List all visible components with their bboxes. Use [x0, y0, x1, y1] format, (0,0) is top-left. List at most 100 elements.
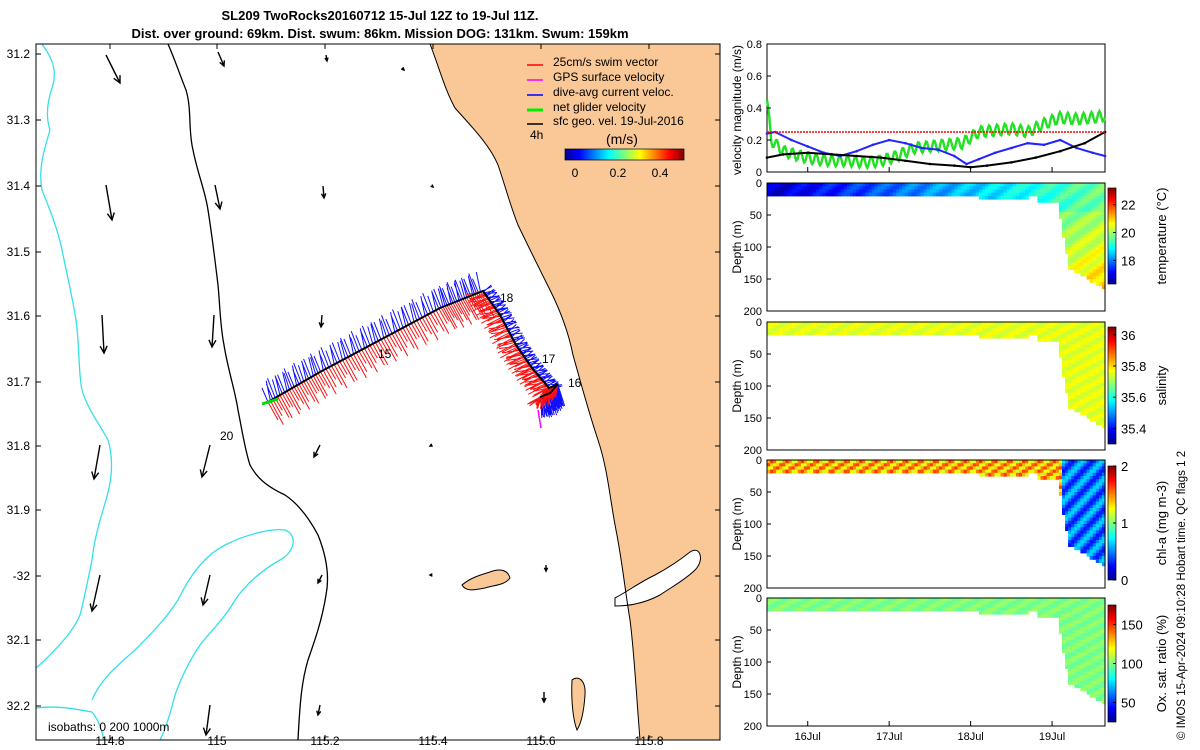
heatmap-cell [1071, 524, 1075, 528]
heatmap-cell [874, 466, 879, 471]
heatmap-cell [1043, 199, 1048, 203]
series-sfc-geo-vel [766, 131, 1106, 169]
heatmap-cell [1068, 395, 1072, 400]
heatmap-cell [791, 604, 796, 609]
heatmap-cell [1077, 610, 1081, 615]
heatmap-cell [877, 192, 882, 197]
heatmap-cell [1098, 347, 1103, 352]
heatmap-cell [1068, 224, 1072, 229]
heatmap-cell [1098, 623, 1103, 628]
heatmap-cell [1101, 234, 1106, 238]
heatmap-cell [1095, 221, 1100, 226]
heatmap-cell [1086, 482, 1091, 487]
heatmap-cell [1095, 215, 1100, 219]
heatmap-cell [957, 183, 962, 187]
heatmap-cell [966, 601, 971, 605]
heatmap-cell [865, 466, 869, 471]
heatmap-cell [1071, 508, 1075, 512]
heatmap-cell [1089, 620, 1094, 625]
heatmap-cell [951, 325, 956, 329]
heatmap-cell [1101, 674, 1106, 679]
heatmap-cell [767, 460, 771, 464]
heatmap-cell [1086, 655, 1091, 660]
heatmap-cell [1092, 626, 1097, 631]
heatmap-cell [767, 598, 771, 602]
heatmap-cell [831, 469, 836, 474]
heatmap-cell [1080, 617, 1085, 621]
heatmap-cell [1080, 221, 1085, 226]
heatmap-cell [936, 186, 940, 190]
colorbar-label: chl-a (mg m-3) [1154, 481, 1169, 566]
heatmap-cell [1086, 376, 1091, 381]
heatmap-cell [1028, 325, 1032, 329]
heatmap-cell [1101, 325, 1106, 329]
heatmap-cell [1089, 382, 1094, 387]
heatmap-cell [945, 322, 949, 326]
heatmap-cell [1022, 466, 1026, 471]
heatmap-cell [991, 601, 995, 605]
heatmap-cell [1077, 398, 1081, 403]
heatmap-cell [1012, 325, 1017, 329]
heatmap-cell [1101, 189, 1106, 194]
heatmap-cell [1074, 598, 1078, 602]
heatmap-cell [1095, 649, 1100, 653]
heatmap-cell [1086, 370, 1091, 374]
heatmap-cell [893, 325, 897, 329]
heatmap-cell [859, 607, 863, 612]
heatmap-cell [1058, 322, 1063, 326]
heatmap-cell [1077, 504, 1081, 509]
heatmap-cell [1089, 514, 1094, 519]
heatmap-cell [1089, 639, 1094, 644]
series-point [806, 145, 810, 148]
heatmap-cell [1062, 649, 1066, 653]
heatmap-cell [874, 186, 879, 190]
heatmap-cell [966, 469, 971, 474]
heatmap-cell [1092, 517, 1097, 522]
heatmap-cell [1074, 530, 1078, 535]
heatmap-cell [1077, 630, 1081, 634]
heatmap-cell [1046, 614, 1051, 618]
heatmap-cell [1028, 607, 1032, 612]
heatmap-cell [963, 331, 968, 336]
heatmap-cell [1101, 263, 1106, 267]
geo-velocity-arrow [317, 574, 323, 585]
heatmap-cell [1098, 192, 1103, 197]
heatmap-cell [1101, 533, 1106, 538]
heatmap-cell [1074, 485, 1078, 490]
heatmap-cell [914, 469, 919, 474]
heatmap-cell [1068, 479, 1072, 483]
heatmap-cell [1101, 366, 1106, 371]
heatmap-cell [1089, 687, 1094, 692]
heatmap-cell [791, 189, 796, 194]
heatmap-cell [1052, 189, 1057, 194]
heatmap-cell [843, 469, 848, 474]
heatmap-cell [1089, 469, 1094, 474]
heatmap-cell [1089, 272, 1094, 277]
heatmap-cell [1098, 498, 1103, 503]
heatmap-cell [1098, 253, 1103, 258]
heatmap-cell [1086, 240, 1091, 245]
heatmap-cell [880, 598, 885, 602]
heatmap-cell [902, 189, 906, 194]
heatmap-cell [929, 601, 934, 605]
isobath-1000m-loop [91, 529, 294, 740]
heatmap-cell [794, 183, 799, 187]
heatmap-cell [1083, 402, 1088, 406]
heatmap-cell [1074, 610, 1078, 615]
heatmap-cell [985, 598, 989, 602]
heatmap-cell [899, 469, 903, 474]
heatmap-cell [948, 331, 952, 336]
heatmap-cell [1092, 389, 1097, 393]
heatmap-cell [1089, 694, 1094, 698]
heatmap-cell [1095, 630, 1100, 634]
heatmap-cell [914, 328, 919, 333]
heatmap-cell [1071, 511, 1075, 515]
heatmap-cell [1101, 370, 1106, 374]
heatmap-cell [1089, 205, 1094, 210]
heatmap-cell [1098, 237, 1103, 242]
heatmap-cell [767, 601, 771, 605]
heatmap-cell [1062, 504, 1066, 509]
heatmap-cell [1071, 501, 1075, 506]
heatmap-cell [1009, 604, 1014, 609]
heatmap-cell [969, 325, 974, 329]
